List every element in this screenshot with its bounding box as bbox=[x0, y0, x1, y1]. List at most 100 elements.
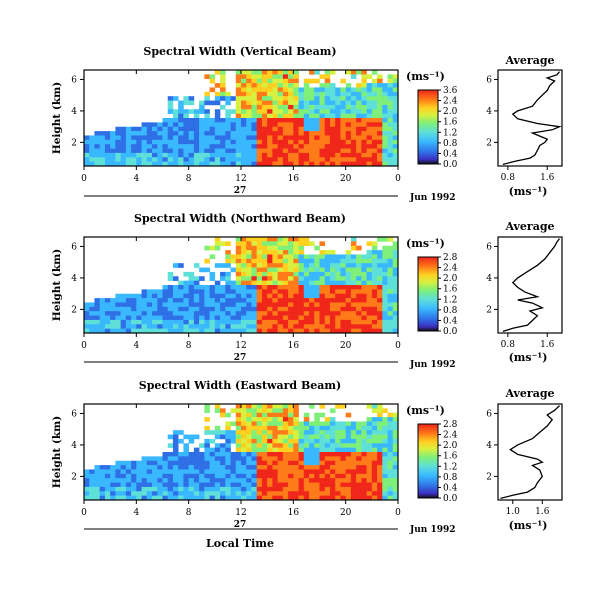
heatmap-cell bbox=[277, 161, 284, 167]
heatmap-cell bbox=[324, 328, 331, 334]
heatmap-cell bbox=[246, 486, 252, 492]
heatmap-cell bbox=[104, 465, 111, 470]
heatmap-cell bbox=[377, 126, 383, 132]
heatmap-cell bbox=[288, 109, 294, 114]
heatmap-cell bbox=[314, 412, 320, 418]
heatmap-cell bbox=[204, 306, 210, 312]
heatmap-cell bbox=[209, 482, 216, 488]
heatmap-cell bbox=[267, 311, 273, 316]
heatmap-cell bbox=[272, 96, 278, 101]
heatmap-cell bbox=[193, 491, 200, 496]
heatmap-cell bbox=[220, 131, 226, 136]
heatmap-cell bbox=[225, 443, 231, 448]
heatmap-cell bbox=[110, 324, 116, 329]
heatmap-cell bbox=[183, 482, 189, 488]
heatmap-cell bbox=[267, 271, 273, 277]
heatmap-cell bbox=[261, 412, 268, 418]
heatmap-cell bbox=[209, 478, 216, 483]
heatmap-cell bbox=[246, 319, 252, 325]
heatmap-cell bbox=[324, 87, 331, 93]
heatmap-cell bbox=[366, 96, 373, 101]
heatmap-cell bbox=[131, 465, 137, 470]
heatmap-cell bbox=[261, 276, 268, 281]
heatmap-cell bbox=[377, 113, 383, 119]
heatmap-cell bbox=[282, 412, 289, 418]
heatmap-cell bbox=[120, 460, 127, 466]
heatmap-cell bbox=[256, 122, 263, 128]
heatmap-cell bbox=[256, 298, 263, 303]
heatmap-cell bbox=[251, 438, 257, 444]
heatmap-cell bbox=[329, 118, 336, 123]
heatmap-cell bbox=[220, 460, 226, 466]
heatmap-cell bbox=[382, 293, 388, 299]
heatmap-cell bbox=[345, 491, 352, 496]
heatmap-cell bbox=[345, 486, 352, 492]
heatmap-cell bbox=[267, 404, 273, 409]
heatmap-cell bbox=[382, 315, 388, 321]
x-tick-label: 0 bbox=[395, 508, 401, 518]
heatmap-cell bbox=[377, 438, 383, 444]
heatmap-cell bbox=[235, 478, 242, 483]
heatmap-cell bbox=[99, 148, 106, 154]
heatmap-cell bbox=[314, 478, 320, 483]
heatmap-cell bbox=[298, 460, 305, 466]
heatmap-cell bbox=[361, 443, 367, 448]
heatmap-cell bbox=[84, 486, 90, 492]
heatmap-cell bbox=[324, 135, 331, 141]
heatmap-cell bbox=[204, 285, 210, 290]
heatmap-cell bbox=[371, 131, 378, 136]
heatmap-cell bbox=[272, 306, 278, 312]
heatmap-cell bbox=[377, 104, 383, 110]
heatmap-cell bbox=[235, 311, 242, 316]
heatmap-cell bbox=[261, 161, 268, 167]
heatmap-cell bbox=[335, 276, 341, 281]
heatmap-cell bbox=[162, 456, 169, 462]
heatmap-cell bbox=[392, 293, 399, 299]
heatmap-cell bbox=[230, 144, 237, 149]
heatmap-cell bbox=[256, 417, 263, 422]
heatmap-cell bbox=[267, 131, 273, 136]
heatmap-cell bbox=[152, 126, 158, 132]
heatmap-cell bbox=[392, 104, 399, 110]
panel-eastward: Spectral Width (Eastward Beam) Height (k… bbox=[51, 379, 563, 535]
heatmap-cell bbox=[319, 404, 326, 409]
heatmap-cell bbox=[167, 96, 174, 101]
heatmap-cell bbox=[172, 438, 179, 444]
heatmap-cell bbox=[298, 161, 305, 167]
heatmap-cell bbox=[209, 135, 216, 141]
heatmap-cell bbox=[387, 83, 394, 88]
heatmap-cell bbox=[204, 100, 210, 106]
average-profile-line bbox=[502, 238, 561, 333]
heatmap-cell bbox=[199, 104, 205, 110]
heatmap-cell bbox=[356, 245, 362, 251]
heatmap-cell bbox=[241, 460, 247, 466]
panel-northward: Spectral Width (Northward Beam) Height (… bbox=[51, 212, 563, 370]
heatmap-cell bbox=[125, 311, 132, 316]
heatmap-cell bbox=[261, 245, 268, 251]
heatmap-cell bbox=[377, 152, 383, 158]
heatmap-cell bbox=[214, 447, 221, 453]
heatmap-cell bbox=[387, 267, 394, 273]
heatmap-cell bbox=[324, 280, 331, 286]
heatmap-cell bbox=[319, 298, 326, 303]
heatmap-cell bbox=[309, 157, 315, 162]
heatmap-cell bbox=[387, 478, 394, 483]
heatmap-cell bbox=[120, 478, 127, 483]
heatmap-cell bbox=[314, 100, 320, 106]
heatmap-cell bbox=[146, 139, 153, 145]
heatmap-cell bbox=[209, 298, 216, 303]
heatmap-cell bbox=[282, 478, 289, 483]
heatmap-cell bbox=[241, 241, 247, 247]
heatmap-cell bbox=[267, 434, 273, 440]
heatmap-cell bbox=[89, 324, 95, 329]
heatmap-cell bbox=[89, 157, 95, 162]
date-day: 27 bbox=[234, 520, 247, 530]
heatmap-cell bbox=[241, 289, 247, 295]
heatmap-cell bbox=[178, 263, 184, 268]
heatmap-cell bbox=[157, 328, 163, 334]
heatmap-cell bbox=[131, 126, 137, 132]
heatmap-cell bbox=[141, 122, 148, 128]
heatmap-cell bbox=[246, 298, 252, 303]
heatmap-cell bbox=[309, 87, 315, 93]
heatmap-cell bbox=[350, 328, 357, 334]
